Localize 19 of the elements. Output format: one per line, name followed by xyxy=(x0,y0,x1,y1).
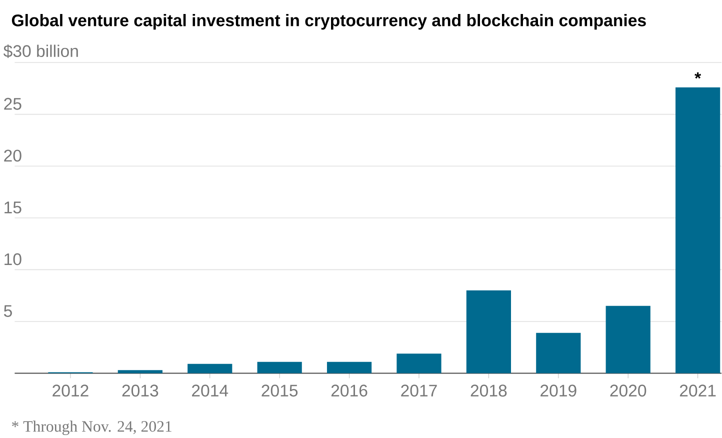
x-tick-label: 2016 xyxy=(331,384,368,396)
text: * Through Nov. 24, 2021 xyxy=(12,420,172,435)
y-tick-label: 25 xyxy=(4,98,22,110)
x-tick-label: 2013 xyxy=(122,384,158,396)
y-tick-label: 15 xyxy=(4,202,22,214)
x-tick-label: 2015 xyxy=(262,384,298,396)
x-tick-label: 2020 xyxy=(610,384,646,396)
x-tick-label: 2014 xyxy=(192,384,228,396)
x-tick-label: 2021 xyxy=(680,384,716,396)
annotation: * xyxy=(694,72,702,78)
x-tick-label: 2018 xyxy=(470,384,507,396)
x-tick-label: 2012 xyxy=(52,384,88,396)
y-tick-label: 10 xyxy=(4,253,22,266)
y-tick-label: $30 billion xyxy=(3,44,78,58)
y-tick-label: 20 xyxy=(4,150,22,162)
x-tick-label: 2017 xyxy=(401,384,437,396)
chart-title: Global venture capital investment in cryptocurrency and blockchain companies xyxy=(12,14,646,30)
x-tick-label: 2019 xyxy=(540,384,576,396)
y-tick-label: 5 xyxy=(4,305,12,317)
